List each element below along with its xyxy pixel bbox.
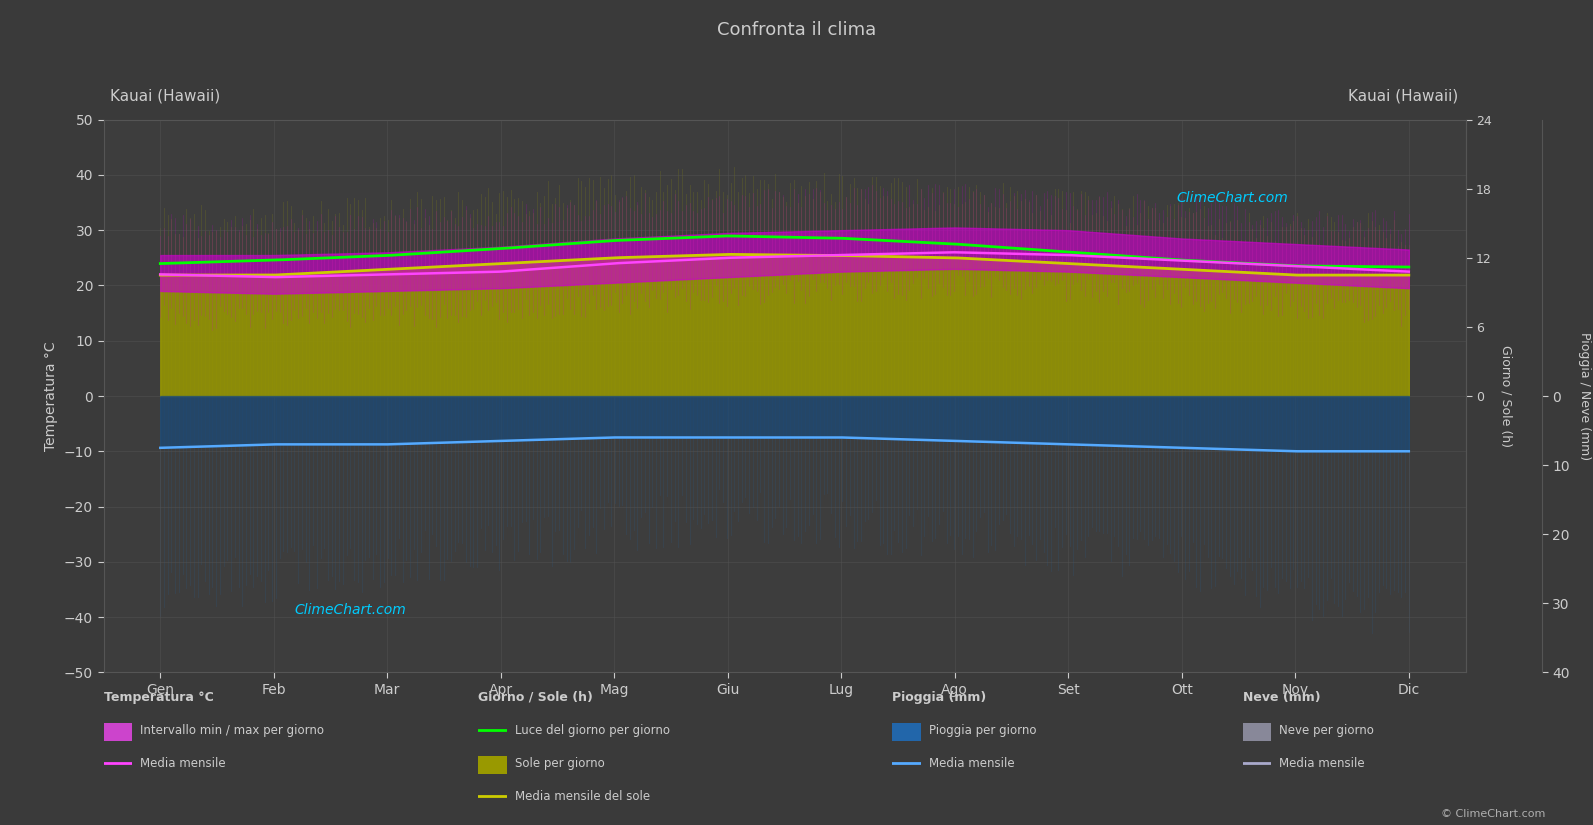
Text: © ClimeChart.com: © ClimeChart.com bbox=[1440, 808, 1545, 818]
Text: Media mensile: Media mensile bbox=[929, 757, 1015, 770]
Text: Kauai (Hawaii): Kauai (Hawaii) bbox=[1349, 88, 1459, 103]
Text: Neve (mm): Neve (mm) bbox=[1243, 691, 1321, 704]
Text: ClimeChart.com: ClimeChart.com bbox=[295, 603, 406, 617]
Text: Pioggia per giorno: Pioggia per giorno bbox=[929, 724, 1035, 737]
Text: Giorno / Sole (h): Giorno / Sole (h) bbox=[478, 691, 593, 704]
Text: Luce del giorno per giorno: Luce del giorno per giorno bbox=[515, 724, 669, 737]
Text: Pioggia (mm): Pioggia (mm) bbox=[892, 691, 986, 704]
Text: Neve per giorno: Neve per giorno bbox=[1279, 724, 1375, 737]
Y-axis label: Temperatura °C: Temperatura °C bbox=[45, 342, 59, 450]
Text: ClimeChart.com: ClimeChart.com bbox=[1177, 191, 1289, 205]
Y-axis label: Giorno / Sole (h): Giorno / Sole (h) bbox=[1499, 345, 1513, 447]
Text: Sole per giorno: Sole per giorno bbox=[515, 757, 604, 770]
Text: Media mensile del sole: Media mensile del sole bbox=[515, 790, 650, 803]
Text: Media mensile: Media mensile bbox=[1279, 757, 1365, 770]
Y-axis label: Pioggia / Neve (mm): Pioggia / Neve (mm) bbox=[1577, 332, 1591, 460]
Text: Media mensile: Media mensile bbox=[140, 757, 226, 770]
Text: Intervallo min / max per giorno: Intervallo min / max per giorno bbox=[140, 724, 325, 737]
Text: Kauai (Hawaii): Kauai (Hawaii) bbox=[110, 88, 220, 103]
Text: Confronta il clima: Confronta il clima bbox=[717, 21, 876, 39]
Text: Temperatura °C: Temperatura °C bbox=[104, 691, 213, 704]
